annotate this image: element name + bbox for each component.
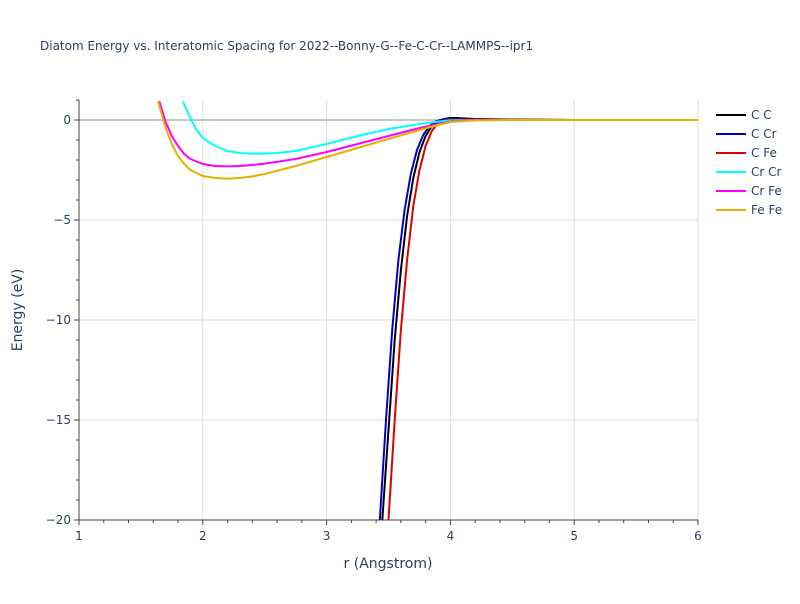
x-tick-label: 2 [199, 529, 207, 543]
legend-label: Cr Fe [751, 184, 782, 198]
legend-label: C Cr [751, 127, 777, 141]
legend-label: C Fe [751, 146, 777, 160]
x-tick-label: 3 [323, 529, 331, 543]
tick-labels: 1 2 3 4 5 6 0 −5 −10 −15 −20 [46, 113, 702, 543]
y-tick-label: −15 [46, 413, 71, 427]
legend: C C C Cr C Fe Cr Cr Cr Fe Fe Fe [716, 108, 782, 217]
chart-title: Diatom Energy vs. Interatomic Spacing fo… [40, 39, 533, 53]
y-tick-label: −5 [53, 213, 71, 227]
series-line-cr-cr [182, 101, 698, 155]
y-tick-label: −10 [46, 313, 71, 327]
series-line-c-c [381, 117, 698, 520]
y-tick-label: −20 [46, 513, 71, 527]
series-lines [157, 101, 698, 520]
grid [79, 100, 699, 520]
x-axis-label: r (Angstrom) [344, 556, 433, 572]
x-tick-label: 4 [447, 529, 455, 543]
y-axis-label: Energy (eV) [10, 269, 26, 352]
series-line-fe-fe [157, 101, 698, 180]
legend-label: Fe Fe [751, 203, 782, 217]
legend-label: C C [751, 108, 772, 122]
y-tick-label: 0 [63, 113, 71, 127]
x-tick-label: 6 [694, 529, 702, 543]
series-line-cr-fe [158, 101, 698, 168]
x-tick-label: 5 [570, 529, 578, 543]
legend-label: Cr Cr [751, 165, 782, 179]
x-tick-label: 1 [75, 529, 83, 543]
